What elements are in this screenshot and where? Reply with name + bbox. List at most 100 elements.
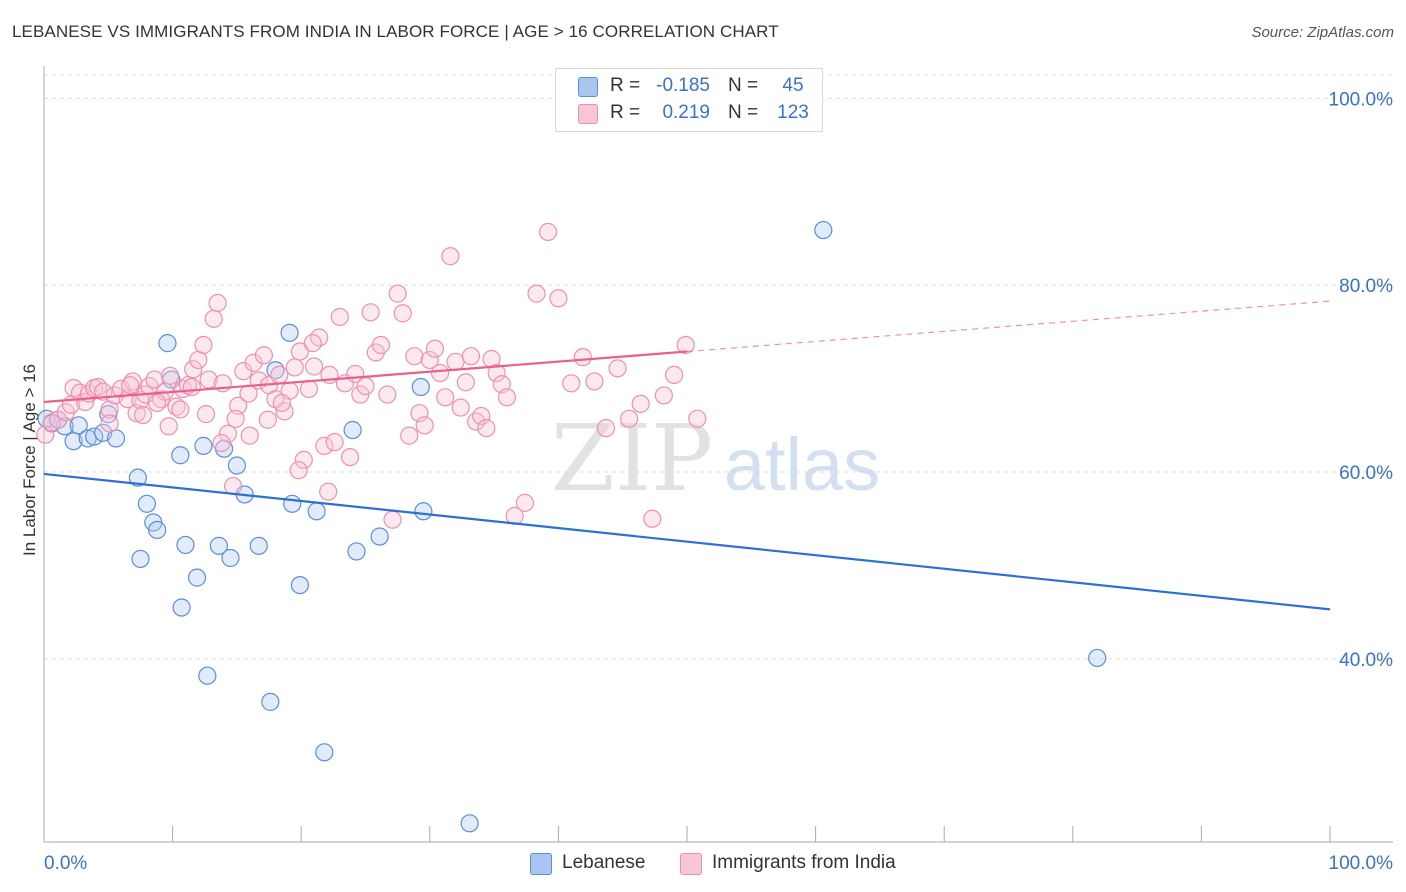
legend-r-label: R =: [610, 75, 641, 96]
india-point: [562, 374, 581, 393]
india-point: [258, 410, 277, 429]
india-point: [497, 388, 517, 407]
india-point: [585, 372, 604, 391]
watermark-atlas: atlas: [724, 423, 880, 506]
india-trend-line: [43, 350, 688, 404]
lebanese-point: [1088, 648, 1107, 668]
india-point: [487, 363, 506, 383]
y-tick-label: 60.0%: [1339, 463, 1393, 484]
chart-title: LEBANESE VS IMMIGRANTS FROM INDIA IN LAB…: [12, 22, 779, 41]
lebanese-point: [347, 542, 366, 561]
source-label: Source: ZipAtlas.com: [1251, 24, 1394, 41]
lebanese-point: [176, 535, 195, 555]
india-point: [456, 373, 475, 392]
india-point: [393, 304, 412, 323]
legend-r-value: -0.185: [656, 75, 710, 96]
india-point: [208, 293, 227, 313]
lebanese-point: [85, 427, 104, 446]
lebanese-point: [106, 429, 126, 448]
india-point: [182, 377, 201, 397]
india-point: [643, 509, 662, 528]
lebanese-point: [411, 377, 430, 397]
india-point: [299, 379, 319, 399]
india-point: [100, 400, 119, 419]
india-point: [121, 376, 140, 395]
india-point: [223, 476, 243, 496]
india-point: [400, 426, 419, 445]
india-point: [515, 493, 535, 512]
lebanese-point: [280, 323, 299, 342]
lebanese-point: [307, 502, 326, 521]
india-point: [539, 222, 558, 242]
y-tick-label: 80.0%: [1339, 276, 1393, 297]
lebanese-point: [137, 494, 156, 513]
lebanese-point: [290, 575, 310, 595]
lebanese-point: [283, 494, 302, 513]
x-tick-label: 100.0%: [1329, 853, 1394, 874]
india-point: [325, 433, 344, 452]
india-point: [194, 335, 213, 355]
india-point: [330, 307, 349, 327]
lebanese-point: [171, 446, 190, 465]
india-point: [446, 352, 465, 371]
india-point: [378, 385, 397, 404]
india-point: [315, 436, 334, 455]
india-point: [430, 363, 450, 383]
india-point: [596, 419, 616, 438]
lebanese-point: [370, 527, 389, 546]
lebanese-trend-line: [43, 472, 1331, 611]
lebanese-point: [460, 814, 479, 833]
india-swatch: [680, 853, 702, 875]
x-tick-label: 0.0%: [44, 853, 87, 874]
india-point: [240, 426, 259, 445]
lebanese-point: [249, 536, 268, 555]
lebanese-point: [814, 220, 833, 240]
india-point: [415, 416, 434, 435]
india-point: [49, 410, 68, 429]
lebanese-point: [198, 666, 217, 685]
india-point: [620, 409, 639, 428]
india-point: [145, 370, 164, 389]
india-point: [466, 412, 486, 431]
lebanese-point: [194, 436, 213, 455]
lebanese-point: [261, 692, 280, 711]
india-point: [218, 424, 237, 443]
legend-n-value: 45: [782, 75, 804, 96]
y-tick-label: 100.0%: [1329, 89, 1394, 110]
lebanese-point: [128, 468, 147, 487]
india-point: [371, 335, 391, 355]
india-point: [420, 350, 439, 370]
india-point: [361, 303, 380, 322]
india-point: [451, 398, 470, 417]
india-point: [304, 357, 324, 376]
india-point: [425, 339, 445, 358]
india-point: [388, 284, 407, 303]
india-point: [272, 393, 292, 413]
legend-label: Immigrants from India: [712, 852, 896, 873]
lebanese-point: [172, 598, 191, 617]
india-point: [441, 247, 460, 266]
india-point: [290, 342, 310, 361]
lebanese-point: [131, 549, 150, 569]
india-point: [319, 482, 338, 501]
lebanese-point: [414, 502, 433, 521]
india-point: [477, 419, 496, 438]
lebanese-point: [69, 416, 88, 435]
india-point: [148, 393, 167, 413]
india-point: [608, 359, 627, 378]
lebanese-point: [187, 568, 207, 587]
lebanese-point: [227, 456, 246, 475]
india-point: [159, 417, 178, 436]
correlation-legend: R = -0.185 N = 45 R = 0.219 N = 123: [555, 68, 823, 132]
india-point: [226, 409, 245, 428]
india-swatch: [578, 104, 598, 124]
india-point: [171, 400, 190, 419]
india-point: [654, 386, 673, 405]
india-point: [665, 365, 684, 384]
india-point: [285, 358, 304, 377]
lebanese-swatch: [578, 77, 598, 97]
india-point: [383, 510, 402, 529]
india-point: [270, 365, 289, 384]
india-point: [196, 405, 216, 424]
